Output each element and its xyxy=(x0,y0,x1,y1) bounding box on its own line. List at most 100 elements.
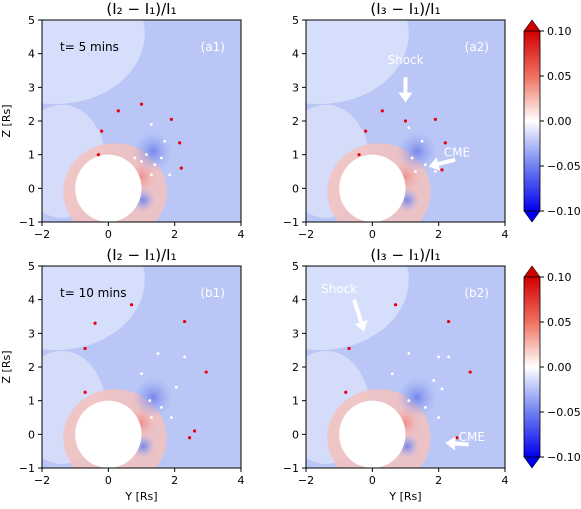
y-tick-label: 0 xyxy=(292,182,299,195)
y-tick-label: 0 xyxy=(28,182,35,195)
x-axis-label: Y [Rs] xyxy=(124,490,157,503)
sun-disk xyxy=(339,400,406,468)
panel-label: (b2) xyxy=(464,286,489,300)
red-marker xyxy=(179,166,183,170)
white-marker xyxy=(424,163,427,167)
y-tick-label: −1 xyxy=(19,216,35,229)
x-tick-label: 2 xyxy=(171,474,178,487)
colorbar-extend-low xyxy=(523,210,541,223)
white-marker xyxy=(160,156,163,160)
white-marker xyxy=(133,156,137,160)
red-marker xyxy=(204,370,208,374)
heatmap-field xyxy=(306,266,505,468)
y-tick-label: 1 xyxy=(28,149,35,162)
white-marker xyxy=(420,139,424,143)
panel-a2: Shock CME (I₃ − I₁)/I₁ (a2) −2 0 2 4 −1 0 1 2 3 4 5 xyxy=(283,0,509,241)
red-marker xyxy=(364,129,368,133)
colorbar-tick-label: 0.00 xyxy=(547,115,572,128)
panel-b1: (I₂ − I₁)/I₁ (b1) t= 10 mins −2 0 2 4 −1 0 1 2 3 4 5 Z… xyxy=(0,246,245,503)
white-marker xyxy=(183,355,187,359)
annotation-arrow-shaft xyxy=(352,299,363,323)
y-tick-label: 5 xyxy=(292,260,299,273)
red-marker xyxy=(83,390,87,394)
white-marker xyxy=(407,352,411,355)
red-marker xyxy=(440,168,444,172)
x-tick-label: −2 xyxy=(34,474,50,487)
y-tick-label: 1 xyxy=(28,395,35,408)
heatmap-light-region xyxy=(306,266,409,351)
x-tick-label: 4 xyxy=(238,474,245,487)
red-marker xyxy=(357,153,361,157)
red-marker xyxy=(455,436,459,440)
red-marker xyxy=(96,153,100,157)
time-label: t= 5 mins xyxy=(60,40,119,54)
colorbar-tick-label: 0.05 xyxy=(547,70,572,83)
x-tick-label: −2 xyxy=(298,228,314,241)
white-marker xyxy=(153,163,157,167)
annotation-arrow-shaft xyxy=(455,441,469,447)
y-tick-label: 5 xyxy=(292,14,299,27)
y-axis-label: Z [Rs] xyxy=(0,105,13,138)
x-tick-label: 0 xyxy=(105,474,112,487)
colorbar-gradient xyxy=(523,276,541,458)
white-marker xyxy=(163,139,167,143)
heatmap-light-region xyxy=(42,20,145,105)
y-tick-label: −1 xyxy=(283,216,299,229)
y-tick-label: 4 xyxy=(28,48,35,61)
colorbar-tick-label: 0.10 xyxy=(547,25,572,38)
y-tick-label: −1 xyxy=(283,462,299,475)
colorbar-tick-label: 0.05 xyxy=(547,316,572,329)
panel-title: (I₃ − I₁)/I₁ xyxy=(370,0,440,18)
annotation-arrow-head xyxy=(428,157,441,171)
colorbar-tick-label: 0.10 xyxy=(547,271,572,284)
heatmap-light-region xyxy=(306,20,409,105)
white-marker xyxy=(160,406,163,409)
red-marker xyxy=(380,109,384,113)
red-marker xyxy=(139,102,144,106)
white-marker xyxy=(150,173,153,177)
annotation-label: Shock xyxy=(321,282,357,296)
heatmap-light-region xyxy=(42,266,145,351)
colorbar-a: 0.10 0.05 0.00 −0.05 −0.10 xyxy=(523,19,581,223)
x-tick-label: 0 xyxy=(369,228,376,241)
x-tick-label: 2 xyxy=(435,228,442,241)
colorbar-tick-label: −0.10 xyxy=(547,205,581,218)
annotation-label: CME xyxy=(444,145,470,159)
white-marker xyxy=(168,173,172,177)
red-marker xyxy=(129,303,134,307)
colorbar-tick-label: −0.05 xyxy=(547,406,581,419)
panel-title: (I₃ − I₁)/I₁ xyxy=(370,246,440,264)
panel-label: (a2) xyxy=(465,40,489,54)
red-marker xyxy=(393,303,398,307)
white-marker xyxy=(140,160,143,163)
y-tick-label: 3 xyxy=(28,327,35,340)
y-tick-label: 1 xyxy=(292,395,299,408)
white-marker xyxy=(447,355,451,359)
y-tick-label: 5 xyxy=(28,260,35,273)
white-marker xyxy=(174,385,178,389)
white-marker xyxy=(145,153,148,157)
red-marker xyxy=(468,370,472,374)
y-tick-label: 4 xyxy=(292,48,299,61)
red-marker xyxy=(344,390,348,394)
y-tick-label: 0 xyxy=(28,428,35,441)
y-tick-label: 2 xyxy=(28,115,35,128)
red-marker xyxy=(433,117,437,121)
x-tick-label: 4 xyxy=(502,228,509,241)
y-tick-label: 2 xyxy=(292,361,299,374)
white-marker xyxy=(440,387,444,391)
sun-disk xyxy=(75,400,142,468)
colorbar-extend-high xyxy=(523,265,541,278)
white-marker xyxy=(407,126,411,130)
x-tick-label: 2 xyxy=(435,474,442,487)
y-tick-label: 3 xyxy=(28,81,35,94)
heatmap-field xyxy=(306,20,505,222)
white-marker xyxy=(148,399,152,403)
y-axis-label: Z [Rs] xyxy=(0,351,13,384)
annotation-arrow-head xyxy=(354,320,368,332)
red-marker xyxy=(183,319,187,324)
colorbar-extend-low xyxy=(523,456,541,469)
y-tick-label: 4 xyxy=(28,294,35,307)
colorbar-extend-high xyxy=(523,19,541,32)
